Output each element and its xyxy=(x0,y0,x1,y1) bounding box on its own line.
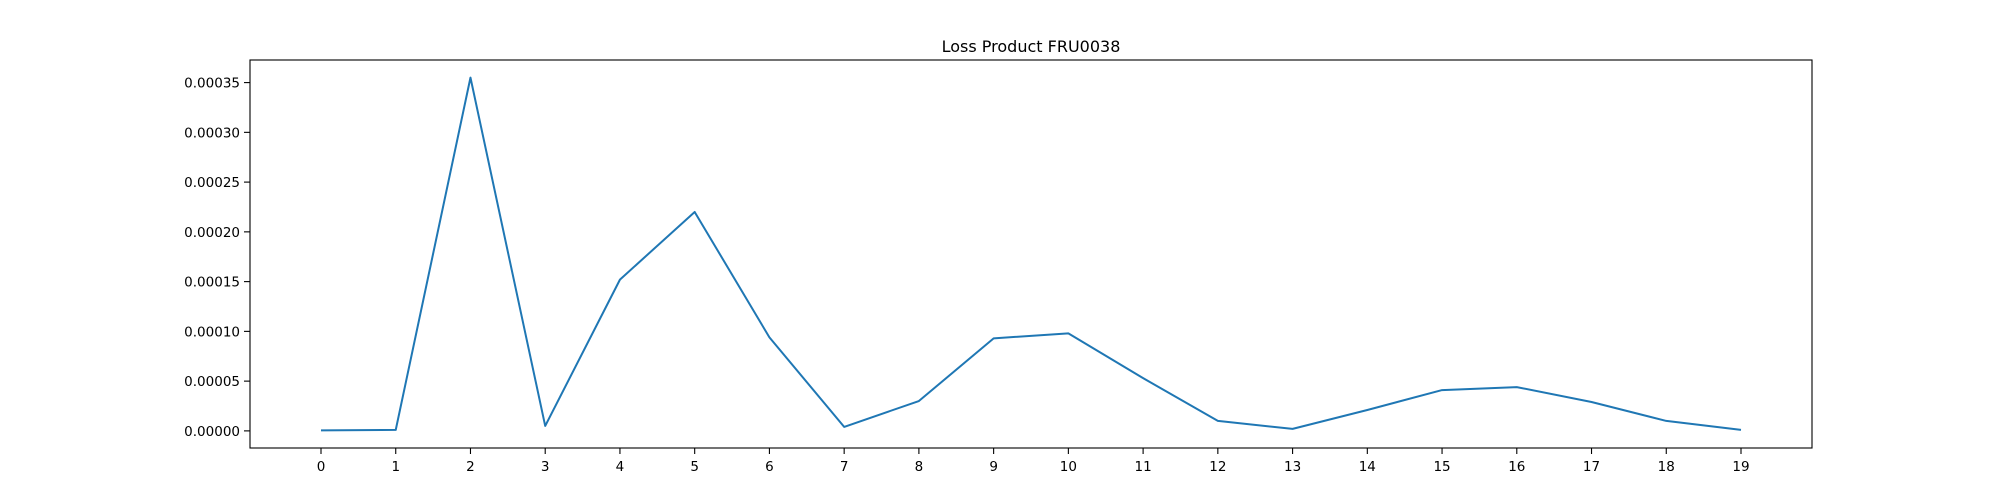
x-tick-label: 3 xyxy=(541,459,550,475)
chart-title: Loss Product FRU0038 xyxy=(942,37,1121,56)
y-tick-label: 0.00010 xyxy=(184,324,240,340)
data-point xyxy=(319,428,323,432)
data-point xyxy=(1515,385,1519,389)
data-point xyxy=(1739,428,1743,432)
y-tick-label: 0.00015 xyxy=(184,275,240,291)
x-tick-label: 11 xyxy=(1135,459,1152,475)
data-point xyxy=(1141,376,1145,380)
x-tick-label: 5 xyxy=(690,459,699,475)
series-line xyxy=(320,76,1742,432)
data-point xyxy=(917,399,921,403)
plot-frame xyxy=(249,59,1813,449)
x-tick-label: 19 xyxy=(1732,459,1749,475)
x-axis: 0 1 2 3 4 5 6 7 8 9 10 11 12 13 14 15 16 17 18 19 xyxy=(317,448,1750,475)
x-tick-label: 8 xyxy=(915,459,924,475)
x-tick-label: 7 xyxy=(840,459,849,475)
data-point xyxy=(1216,419,1220,423)
x-tick-label: 10 xyxy=(1060,459,1077,475)
x-tick-label: 9 xyxy=(989,459,998,475)
y-tick-label: 0.00035 xyxy=(184,76,240,92)
x-tick-label: 18 xyxy=(1658,459,1675,475)
y-tick-label: 0.00030 xyxy=(184,125,240,141)
x-tick-label: 16 xyxy=(1508,459,1525,475)
x-tick-label: 14 xyxy=(1359,459,1376,475)
x-tick-label: 2 xyxy=(466,459,475,475)
data-point xyxy=(767,335,771,339)
data-point xyxy=(543,424,547,428)
x-tick-label: 0 xyxy=(317,459,326,475)
x-tick-label: 4 xyxy=(616,459,625,475)
data-point xyxy=(992,336,996,340)
y-tick-label: 0.00025 xyxy=(184,175,240,191)
data-point xyxy=(618,278,622,282)
data-point xyxy=(693,210,697,214)
x-tick-label: 13 xyxy=(1284,459,1301,475)
data-point xyxy=(1664,419,1668,423)
x-tick-label: 17 xyxy=(1583,459,1600,475)
x-tick-label: 12 xyxy=(1209,459,1226,475)
y-axis: 0.00000 0.00005 0.00010 0.00015 0.00020 0.000… xyxy=(184,76,250,440)
data-point xyxy=(1440,388,1444,392)
data-point xyxy=(1291,427,1295,431)
data-point xyxy=(1590,400,1594,404)
data-point xyxy=(1066,331,1070,335)
data-point xyxy=(1365,408,1369,412)
data-point xyxy=(394,428,398,432)
data-point xyxy=(468,76,472,80)
y-tick-label: 0.00020 xyxy=(184,225,240,241)
x-tick-label: 1 xyxy=(391,459,400,475)
y-tick-label: 0.00005 xyxy=(184,374,240,390)
data-point xyxy=(842,425,846,429)
y-tick-label: 0.00000 xyxy=(184,424,240,440)
x-tick-label: 6 xyxy=(765,459,774,475)
x-tick-label: 15 xyxy=(1433,459,1450,475)
series-layer xyxy=(319,76,1743,432)
